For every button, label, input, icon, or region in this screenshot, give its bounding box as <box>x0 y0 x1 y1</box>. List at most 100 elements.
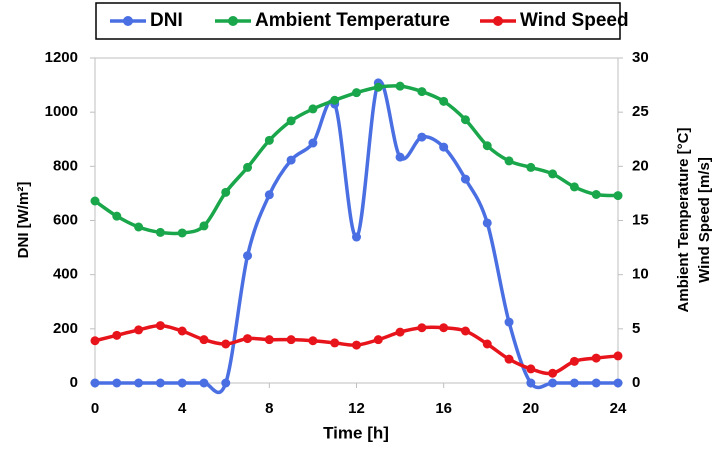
data-point <box>417 132 427 142</box>
legend-label: DNI <box>150 10 183 31</box>
y-tick-label: 200 <box>53 320 78 337</box>
data-point <box>155 321 165 331</box>
data-point <box>308 138 318 148</box>
y-tick-label: 800 <box>53 157 78 174</box>
data-point <box>286 155 296 165</box>
data-point <box>591 353 601 363</box>
data-point <box>526 378 536 388</box>
data-point <box>482 141 492 151</box>
data-point <box>482 339 492 349</box>
x-tick-label: 16 <box>435 400 452 417</box>
data-point <box>352 340 361 350</box>
data-point <box>526 162 536 172</box>
data-point <box>613 191 623 201</box>
y2-tick-label: 10 <box>632 266 649 283</box>
data-point <box>134 325 144 335</box>
data-point <box>243 162 253 172</box>
legend-label: Wind Speed <box>520 10 629 31</box>
data-point <box>439 142 449 152</box>
data-point <box>395 152 405 162</box>
data-point <box>308 336 318 346</box>
legend-marker <box>123 16 133 26</box>
data-point <box>221 339 231 349</box>
data-point <box>243 251 253 261</box>
data-point <box>504 156 514 166</box>
x-tick-label: 8 <box>265 400 273 417</box>
data-point <box>504 317 514 327</box>
data-point <box>417 87 427 97</box>
data-point <box>243 334 253 344</box>
data-point <box>90 336 100 346</box>
data-point <box>373 335 383 345</box>
data-point <box>90 378 100 388</box>
data-point <box>221 378 231 388</box>
data-point <box>155 378 165 388</box>
data-point <box>155 227 165 237</box>
data-point <box>134 378 144 388</box>
legend-marker <box>493 16 503 26</box>
data-point <box>199 335 209 345</box>
x-tick-label: 0 <box>91 400 99 417</box>
data-point <box>112 211 122 221</box>
data-point <box>591 190 601 199</box>
data-point <box>439 96 449 106</box>
y-tick-label: 1000 <box>45 103 78 120</box>
y2-tick-label: 30 <box>632 49 649 66</box>
data-point <box>395 81 405 91</box>
data-point <box>395 327 405 337</box>
data-point <box>526 364 536 374</box>
x-tick-label: 20 <box>522 400 539 417</box>
x-tick-label: 24 <box>610 400 627 417</box>
data-point <box>352 232 361 242</box>
data-point <box>460 174 470 184</box>
data-point <box>417 323 427 333</box>
legend-marker <box>228 16 238 26</box>
plot-frame <box>94 57 619 384</box>
y-tick-label: 400 <box>53 266 78 283</box>
data-point <box>264 335 274 345</box>
series-line <box>93 84 619 236</box>
data-point <box>460 326 470 336</box>
data-point <box>177 326 187 336</box>
y-tick-label: 600 <box>53 211 78 228</box>
data-point <box>199 221 209 231</box>
y-axis-label: DNI [W/m²] <box>15 182 32 259</box>
data-point <box>548 169 558 179</box>
legend-box <box>95 2 621 40</box>
data-point <box>90 196 100 206</box>
data-point <box>177 378 187 388</box>
data-point <box>548 378 558 388</box>
data-point <box>548 368 558 378</box>
y2-tick-label: 0 <box>632 374 640 391</box>
data-point <box>352 88 361 98</box>
data-point <box>330 338 340 348</box>
y-tick-label: 1200 <box>45 49 78 66</box>
y2-tick-label: 5 <box>632 320 640 337</box>
data-point <box>221 187 231 197</box>
data-point <box>286 335 296 345</box>
data-point <box>613 378 623 388</box>
y2-axis-label: Ambient Temperature [°C] <box>675 128 692 313</box>
data-point <box>613 351 623 361</box>
data-point <box>112 330 122 340</box>
y2-tick-label: 15 <box>632 211 649 228</box>
data-point <box>264 135 274 145</box>
data-point <box>134 222 144 232</box>
data-point <box>330 95 340 105</box>
x-tick-label: 4 <box>178 400 187 417</box>
data-point <box>460 115 470 125</box>
data-point <box>504 354 514 364</box>
y2-tick-label: 20 <box>632 157 649 174</box>
data-point <box>308 104 318 114</box>
y2-axis-label: Wind Speed [m/s] <box>696 157 713 283</box>
legend-label: Ambient Temperature <box>255 10 450 31</box>
data-point <box>482 218 492 228</box>
data-point <box>199 378 209 388</box>
data-point <box>286 116 296 126</box>
data-point <box>112 378 122 388</box>
data-point <box>569 356 579 366</box>
data-point <box>591 378 601 388</box>
data-point <box>569 182 579 192</box>
data-point <box>439 323 449 333</box>
